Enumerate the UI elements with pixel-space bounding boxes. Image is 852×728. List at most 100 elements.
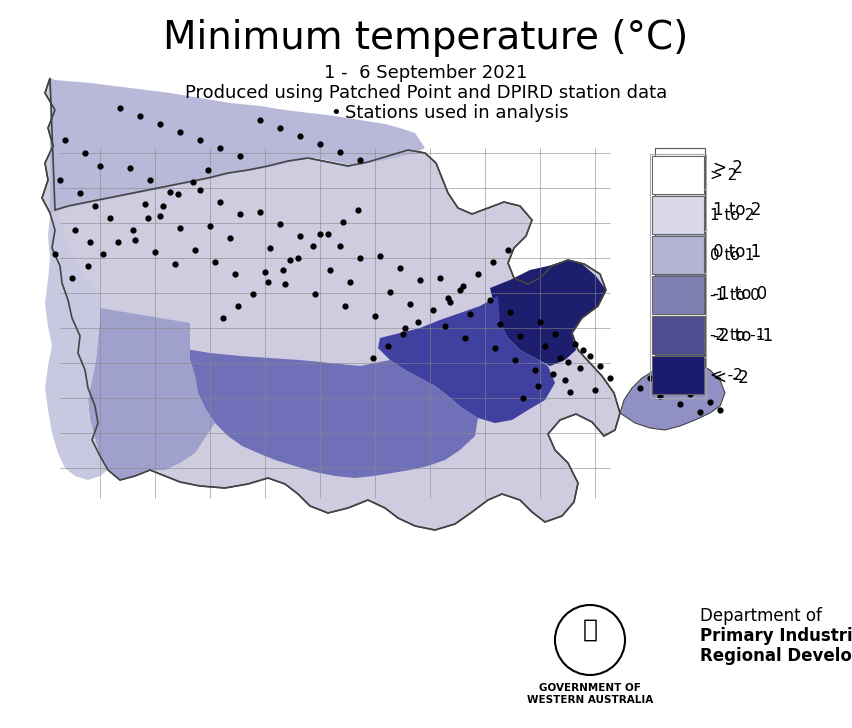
Point (148, 246, 162, 258)
Point (471, 268, 485, 280)
Point (333, 146, 347, 158)
Point (253, 206, 267, 218)
Bar (652, 156, 704, 194)
Point (456, 280, 469, 292)
Point (233, 208, 247, 220)
Point (694, 406, 707, 418)
Point (488, 342, 502, 354)
Text: Primary Industries and: Primary Industries and (700, 627, 852, 645)
Point (143, 174, 157, 186)
Text: 🦢: 🦢 (583, 618, 597, 642)
Point (403, 298, 417, 310)
Point (153, 118, 167, 130)
Polygon shape (378, 296, 555, 423)
Point (113, 102, 127, 114)
Text: -2 to -1: -2 to -1 (713, 327, 773, 345)
Point (483, 294, 497, 306)
Bar (655, 274, 705, 314)
Point (568, 339, 582, 350)
Text: •: • (330, 104, 341, 122)
Point (412, 316, 425, 328)
Polygon shape (180, 348, 478, 478)
Bar (655, 316, 705, 356)
Text: > 2: > 2 (710, 167, 737, 183)
Bar (652, 356, 704, 394)
Point (513, 331, 527, 342)
Point (258, 266, 272, 278)
Point (153, 210, 167, 222)
Point (141, 212, 155, 223)
Point (633, 382, 647, 394)
Point (253, 114, 267, 126)
Point (576, 344, 590, 356)
Point (193, 134, 207, 146)
Point (396, 328, 410, 340)
Point (426, 304, 440, 316)
Text: -1 to 0: -1 to 0 (713, 285, 767, 303)
Point (279, 278, 292, 290)
Point (373, 250, 387, 262)
Text: Department of: Department of (700, 607, 822, 625)
Point (262, 276, 275, 288)
Point (283, 254, 296, 266)
Text: 1 to 2: 1 to 2 (713, 201, 762, 219)
Point (96, 248, 110, 260)
Text: -1 to 0: -1 to 0 (710, 288, 760, 303)
Text: 0 to 1: 0 to 1 (713, 243, 761, 261)
Point (291, 252, 305, 264)
Point (68, 224, 82, 236)
Bar (652, 236, 704, 274)
Point (553, 352, 567, 364)
Point (563, 386, 577, 397)
Point (337, 216, 350, 228)
Point (273, 218, 287, 230)
Point (643, 372, 657, 384)
Text: 0 to 1: 0 to 1 (710, 248, 754, 263)
Point (66, 272, 79, 284)
Point (678, 372, 692, 384)
Point (276, 264, 290, 276)
Point (398, 323, 412, 334)
Text: > 2: > 2 (713, 159, 743, 177)
Point (368, 310, 382, 322)
Point (659, 364, 672, 376)
Point (354, 154, 367, 166)
Point (531, 380, 544, 392)
Point (208, 256, 222, 268)
Point (458, 332, 472, 344)
Point (73, 187, 87, 199)
Point (338, 300, 352, 312)
Point (201, 165, 215, 176)
Point (683, 388, 697, 400)
Point (533, 316, 547, 328)
Point (573, 362, 587, 373)
Point (93, 160, 106, 172)
Point (588, 384, 602, 396)
Point (433, 272, 446, 284)
Point (383, 286, 397, 298)
Point (231, 300, 245, 312)
Bar (655, 148, 705, 188)
Point (593, 360, 607, 372)
Point (138, 198, 152, 210)
Point (173, 126, 187, 138)
Polygon shape (620, 360, 725, 430)
Point (233, 150, 247, 162)
Text: Regional Development: Regional Development (700, 647, 852, 665)
Point (713, 404, 727, 416)
Text: < -2: < -2 (710, 368, 743, 382)
Text: 1 -  6 September 2021: 1 - 6 September 2021 (325, 64, 527, 82)
Text: 1 to 2: 1 to 2 (710, 207, 754, 223)
Point (354, 252, 367, 264)
Point (366, 352, 380, 364)
Point (501, 244, 515, 256)
Polygon shape (490, 260, 606, 366)
Point (486, 256, 500, 268)
Bar (655, 232, 705, 272)
Bar (655, 190, 705, 230)
Point (653, 390, 667, 402)
Point (561, 356, 575, 368)
Point (548, 328, 561, 340)
Polygon shape (42, 78, 620, 530)
Point (293, 230, 307, 242)
